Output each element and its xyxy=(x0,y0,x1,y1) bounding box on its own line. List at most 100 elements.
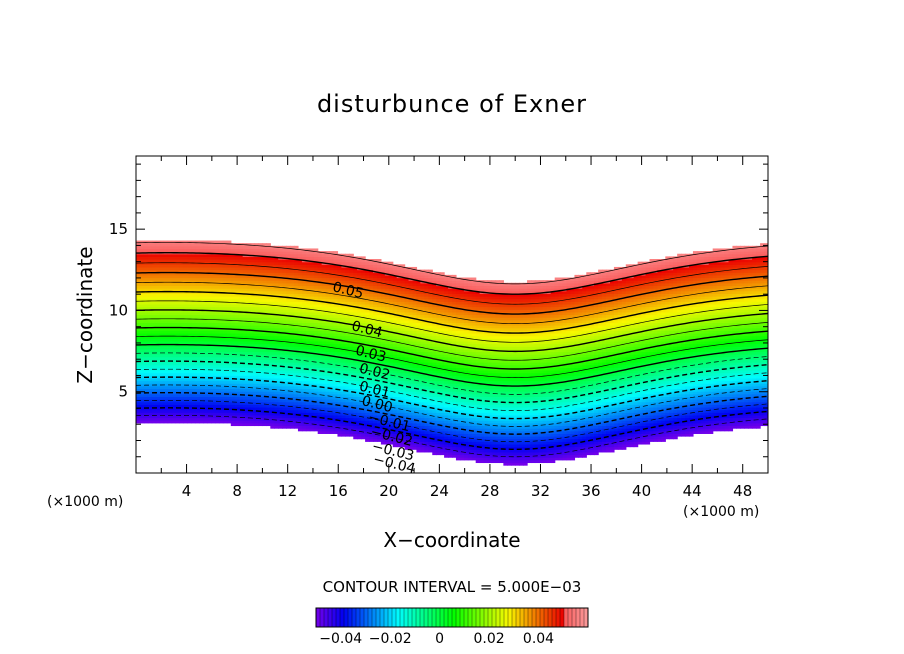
contour-band-cell xyxy=(211,327,216,331)
contour-band-cell xyxy=(136,322,141,326)
contour-band-cell xyxy=(392,330,398,334)
contour-band-cell xyxy=(349,269,354,273)
contour-band-cell xyxy=(226,356,232,361)
contour-band-cell xyxy=(215,391,220,395)
contour-band-cell xyxy=(163,338,169,342)
contour-band-cell xyxy=(179,420,184,424)
contour-band-cell xyxy=(420,417,425,421)
contour-band-cell xyxy=(191,253,196,257)
contour-band-cell xyxy=(199,264,204,268)
contour-band-cell xyxy=(270,375,275,379)
contour-band-cell xyxy=(388,272,394,276)
contour-band-cell xyxy=(187,406,192,411)
contour-band-cell xyxy=(143,311,149,316)
contour-band-cell xyxy=(139,319,145,324)
contour-band-cell xyxy=(294,319,299,324)
contour-band-cell xyxy=(325,393,331,397)
contour-band-cell xyxy=(321,425,327,429)
contour-band-cell xyxy=(278,404,283,408)
contour-band-cell xyxy=(270,245,275,250)
contour-band-cell xyxy=(341,317,346,321)
contour-band-cell xyxy=(203,375,208,379)
contour-band-cell xyxy=(191,301,196,305)
contour-band-cell xyxy=(408,309,414,313)
contour-band-cell xyxy=(163,325,169,329)
contour-band-cell xyxy=(376,393,382,397)
contour-band-cell xyxy=(163,293,169,297)
contour-band-cell xyxy=(218,409,224,413)
contour-band-cell xyxy=(167,356,173,361)
contour-band-cell xyxy=(207,306,212,310)
contour-band-cell xyxy=(136,243,141,247)
contour-band-cell xyxy=(242,269,248,273)
contour-band-cell xyxy=(404,266,410,271)
contour-band-cell xyxy=(254,269,260,273)
contour-band-cell xyxy=(195,412,200,416)
contour-band-cell xyxy=(183,338,188,342)
contour-band-cell xyxy=(191,393,196,397)
contour-band-cell xyxy=(262,327,267,331)
contour-band-cell xyxy=(313,351,319,355)
contour-band-cell xyxy=(136,317,141,321)
contour-band-cell xyxy=(167,388,173,392)
contour-band-cell xyxy=(337,430,342,434)
contour-band-cell xyxy=(218,296,224,300)
contour-band-cell xyxy=(333,266,339,271)
contour-band-cell xyxy=(159,406,165,411)
contour-band-cell xyxy=(329,277,335,281)
contour-band-cell xyxy=(301,282,307,287)
contour-band-cell xyxy=(147,414,153,419)
contour-band-cell xyxy=(136,377,141,382)
contour-band-cell xyxy=(376,317,382,321)
contour-band-cell xyxy=(309,285,315,289)
contour-band-cell xyxy=(392,301,398,305)
contour-band-cell xyxy=(369,436,374,440)
contour-band-cell xyxy=(392,288,398,292)
contour-band-cell xyxy=(266,332,271,337)
contour-band-cell xyxy=(357,303,362,308)
contour-band-cell xyxy=(250,417,256,421)
contour-band-cell xyxy=(325,377,331,382)
contour-band-cell xyxy=(329,383,335,387)
contour-band-cell xyxy=(416,420,421,424)
contour-band-cell xyxy=(313,346,319,350)
contour-band-cell xyxy=(388,298,394,302)
contour-band-cell xyxy=(270,338,275,342)
contour-band-cell xyxy=(369,367,374,371)
contour-band-cell xyxy=(361,356,366,361)
contour-band-cell xyxy=(384,301,390,305)
contour-band-cell xyxy=(278,354,283,358)
contour-band-cell xyxy=(278,409,283,413)
contour-band-cell xyxy=(325,391,331,395)
contour-band-cell xyxy=(357,343,362,347)
contour-band-cell xyxy=(313,319,319,324)
contour-band-cell xyxy=(250,290,256,294)
contour-band-cell xyxy=(376,272,382,276)
contour-band-cell xyxy=(143,243,149,247)
contour-band-cell xyxy=(242,343,248,347)
contour-band-cell xyxy=(290,383,295,387)
contour-band-cell xyxy=(222,404,228,408)
contour-band-cell xyxy=(234,248,240,252)
contour-band-cell xyxy=(203,417,208,421)
contour-band-cell xyxy=(392,296,398,300)
contour-band-cell xyxy=(246,420,252,424)
contour-band-cell xyxy=(412,364,418,368)
contour-band-cell xyxy=(400,277,406,281)
contour-band-cell xyxy=(376,399,382,403)
contour-band-cell xyxy=(226,388,232,392)
contour-band-cell xyxy=(274,367,279,371)
contour-band-cell xyxy=(349,303,354,308)
contour-band-cell xyxy=(167,354,173,358)
contour-band-cell xyxy=(230,243,236,247)
contour-band-cell xyxy=(203,301,208,305)
contour-band-cell xyxy=(207,340,212,345)
contour-band-cell xyxy=(175,409,181,413)
contour-band-cell xyxy=(230,401,236,405)
contour-band-cell xyxy=(270,354,275,358)
contour-band-cell xyxy=(392,317,398,321)
contour-band-cell xyxy=(222,293,228,297)
contour-band-cell xyxy=(309,293,315,297)
contour-band-cell xyxy=(155,388,161,392)
contour-band-cell xyxy=(199,306,204,310)
